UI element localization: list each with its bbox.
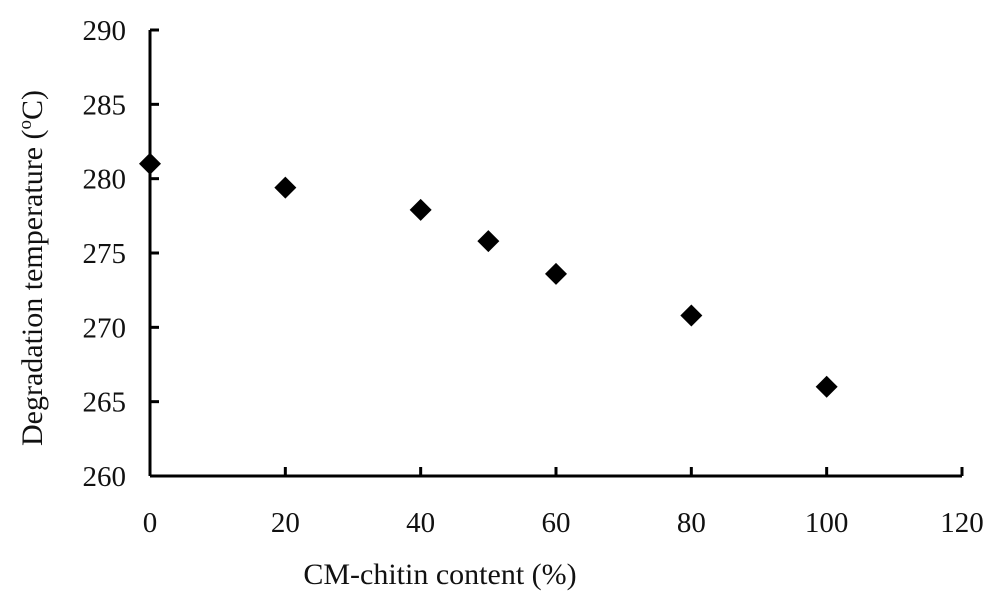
data-point-diamond <box>477 230 500 253</box>
data-points <box>139 152 838 398</box>
x-ticks: 0 20 40 60 80 100 120 <box>143 467 984 539</box>
y-axis-title-unit: C) <box>16 90 49 120</box>
x-tick-label: 120 <box>940 507 984 539</box>
data-point-diamond <box>545 262 567 285</box>
y-axis-title: Degradation temperature (oC) <box>15 90 49 446</box>
y-tick-label: 270 <box>83 312 127 344</box>
data-point-diamond <box>409 198 432 221</box>
data-point-diamond <box>680 304 703 327</box>
data-point-diamond <box>139 152 161 175</box>
data-point-diamond <box>274 176 297 199</box>
x-tick-label: 60 <box>542 507 571 539</box>
y-ticks: 260 265 270 275 280 285 290 <box>83 15 159 493</box>
x-axis-title: CM-chitin content (%) <box>303 558 576 591</box>
y-tick-label: 290 <box>83 15 127 47</box>
axes <box>148 30 962 478</box>
y-tick-label: 285 <box>83 89 127 121</box>
x-tick-label: 20 <box>271 507 300 539</box>
y-tick-label: 280 <box>83 164 127 196</box>
y-tick-label: 260 <box>83 461 127 493</box>
y-axis-title-superscript: o <box>15 120 36 130</box>
x-tick-label: 100 <box>805 507 849 539</box>
x-tick-label: 80 <box>677 507 706 539</box>
x-tick-label: 40 <box>406 507 435 539</box>
y-axis-title-main: Degradation temperature ( <box>16 129 49 446</box>
y-tick-label: 265 <box>83 387 127 419</box>
y-tick-label: 275 <box>83 238 127 270</box>
data-point-diamond <box>815 375 838 398</box>
x-tick-label: 0 <box>143 507 158 539</box>
